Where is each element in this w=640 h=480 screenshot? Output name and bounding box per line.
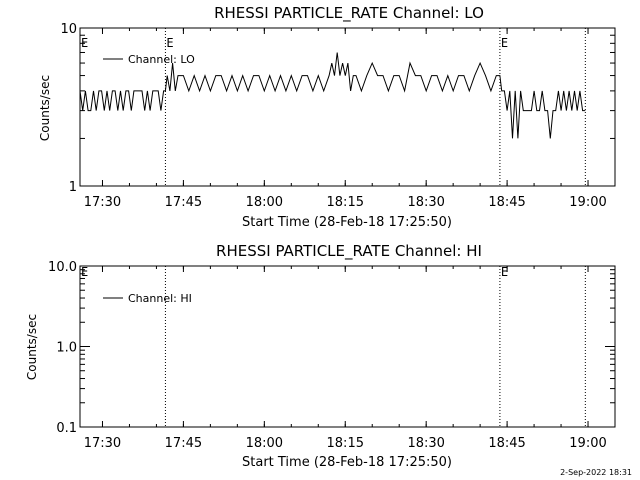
x-tick-label: 18:15 <box>327 195 364 210</box>
x-tick-label: 17:30 <box>84 195 121 210</box>
x-tick-label: 18:00 <box>246 195 283 210</box>
series-line <box>79 52 586 139</box>
chart-panel-lo: RHESSI PARTICLE_RATE Channel: LO Counts/… <box>38 4 616 230</box>
series-layer <box>79 52 586 139</box>
x-tick-label: 17:45 <box>165 436 202 451</box>
x-tick-label: 19:00 <box>569 195 606 210</box>
y-tick-label: 10 <box>60 22 77 37</box>
x-tick-label: 18:30 <box>407 436 444 451</box>
timestamp: 2-Sep-2022 18:31 <box>560 468 632 477</box>
legend-label: Channel: LO <box>128 53 195 66</box>
y-tick-label: 1 <box>69 180 77 195</box>
axis-ticks: 17:30 17:45 18:00 18:15 18:30 18:45 19:00 0.1 1.… <box>48 260 616 451</box>
chart-title: RHESSI PARTICLE_RATE Channel: LO <box>214 4 484 23</box>
event-label: E <box>501 265 508 279</box>
event-lines: E <box>164 265 586 427</box>
event-label: E <box>501 36 508 50</box>
y-tick-label: 0.1 <box>56 421 77 436</box>
event-marker-start: E <box>81 265 88 279</box>
x-axis-label: Start Time (28-Feb-18 17:25:50) <box>242 455 452 470</box>
chart-title: RHESSI PARTICLE_RATE Channel: HI <box>216 242 482 261</box>
legend: Channel: HI <box>103 292 192 305</box>
x-tick-label: 18:15 <box>327 436 364 451</box>
event-label: E <box>166 36 173 50</box>
x-tick-label: 18:45 <box>488 436 525 451</box>
x-tick-label: 19:00 <box>569 436 606 451</box>
chart-panel-hi: RHESSI PARTICLE_RATE Channel: HI Counts/… <box>25 242 616 470</box>
y-axis-label: Counts/sec <box>25 314 39 380</box>
x-tick-label: 17:30 <box>84 436 121 451</box>
x-tick-label: 17:45 <box>165 195 202 210</box>
plot-frame <box>79 27 616 187</box>
x-tick-label: 18:30 <box>407 195 444 210</box>
x-tick-label: 18:45 <box>488 195 525 210</box>
x-tick-label: 18:00 <box>246 436 283 451</box>
legend: Channel: LO <box>103 53 195 66</box>
y-tick-label: 10.0 <box>48 260 77 275</box>
plot-frame <box>79 265 616 428</box>
axis-ticks: 17:30 17:45 18:00 18:15 18:30 18:45 19:00 1 10 <box>60 22 616 210</box>
y-axis-label: Counts/sec <box>38 75 52 141</box>
legend-label: Channel: HI <box>128 292 192 305</box>
x-axis-label: Start Time (28-Feb-18 17:25:50) <box>242 215 452 230</box>
y-tick-label: 1.0 <box>56 341 77 356</box>
